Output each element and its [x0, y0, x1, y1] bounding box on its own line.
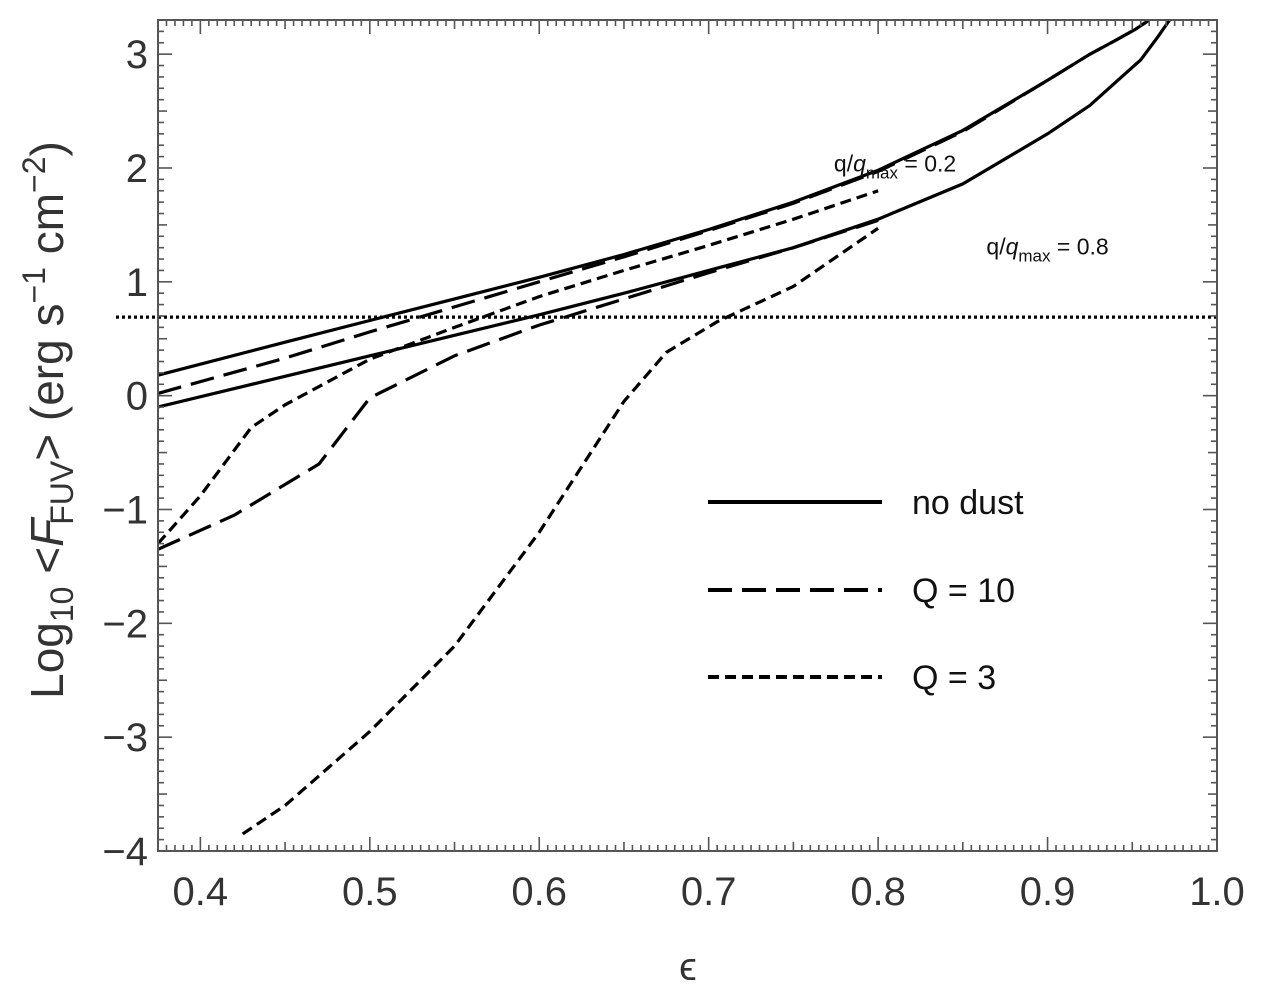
- annotation-var: q: [853, 150, 866, 176]
- x-tick-label: 1.0: [1189, 870, 1245, 914]
- annotation-q-0-2: q/qmax = 0.2: [834, 150, 956, 182]
- series-line-short-dash-q0.2: [158, 189, 879, 545]
- legend-label-q3: Q = 3: [912, 659, 996, 697]
- y-title-var-sub: FUV: [44, 460, 80, 525]
- x-axis-title: ϵ: [679, 945, 697, 986]
- series-line-long-dash-q0.8: [158, 218, 879, 551]
- plot-frame: [157, 19, 1218, 852]
- annotation-main: q/: [834, 150, 854, 176]
- y-axis-title: Log10 <FFUV> (erg s−1 cm−2): [16, 141, 80, 699]
- series-line-short-dash-q0.8: [241, 226, 880, 836]
- annotation-rest: = 0.2: [898, 150, 956, 176]
- y-title-exp2: −2: [16, 156, 52, 192]
- y-title-prefix: Log: [21, 622, 73, 699]
- y-title-mid: cm: [21, 193, 73, 267]
- y-tick-label: −2: [102, 602, 148, 646]
- y-tick-label: 2: [126, 147, 148, 191]
- y-title-open: <: [21, 547, 73, 587]
- series-line-long-dash-q0.2: [158, 20, 1151, 395]
- x-tick-label: 0.7: [681, 870, 737, 914]
- y-tick-label: −4: [102, 830, 148, 874]
- annotation-sub: max: [1018, 247, 1051, 266]
- annotation-var: q: [1006, 234, 1019, 260]
- annotation-main: q/: [986, 234, 1006, 260]
- y-title-var: F: [21, 516, 73, 547]
- legend: no dust Q = 10 Q = 3: [708, 484, 1024, 697]
- annotation-q-0-8: q/qmax = 0.8: [986, 234, 1108, 266]
- x-tick-label: 0.6: [511, 870, 567, 914]
- x-tick-label: 0.4: [173, 870, 229, 914]
- y-tick-label: −1: [102, 488, 148, 532]
- y-tick-label: 1: [126, 261, 148, 305]
- x-tick-label: 0.9: [1020, 870, 1076, 914]
- ticks-layer: [157, 19, 1218, 852]
- y-tick-label: 0: [126, 375, 148, 419]
- legend-label-no-dust: no dust: [912, 484, 1024, 522]
- y-title-prefix-sub: 10: [44, 587, 80, 623]
- annotation-rest: = 0.8: [1051, 234, 1109, 260]
- y-title-exp1: −1: [16, 267, 52, 303]
- x-tick-label: 0.8: [850, 870, 906, 914]
- y-title-end: ): [21, 141, 73, 156]
- annotation-sub: max: [866, 163, 899, 182]
- series-line-solid-q0.2: [158, 20, 1151, 377]
- legend-label-q10: Q = 10: [912, 572, 1015, 610]
- x-tick-label: 0.5: [342, 870, 398, 914]
- y-tick-label: −3: [102, 716, 148, 760]
- series-layer: [158, 20, 1171, 836]
- y-tick-label: 3: [126, 33, 148, 77]
- tick-labels-layer: 0.4 0.5 0.6 0.7 0.8 0.9 1.0 −4 −3 −2 −1 0 1 2 3: [102, 33, 1244, 914]
- y-title-close: > (erg s: [21, 304, 73, 461]
